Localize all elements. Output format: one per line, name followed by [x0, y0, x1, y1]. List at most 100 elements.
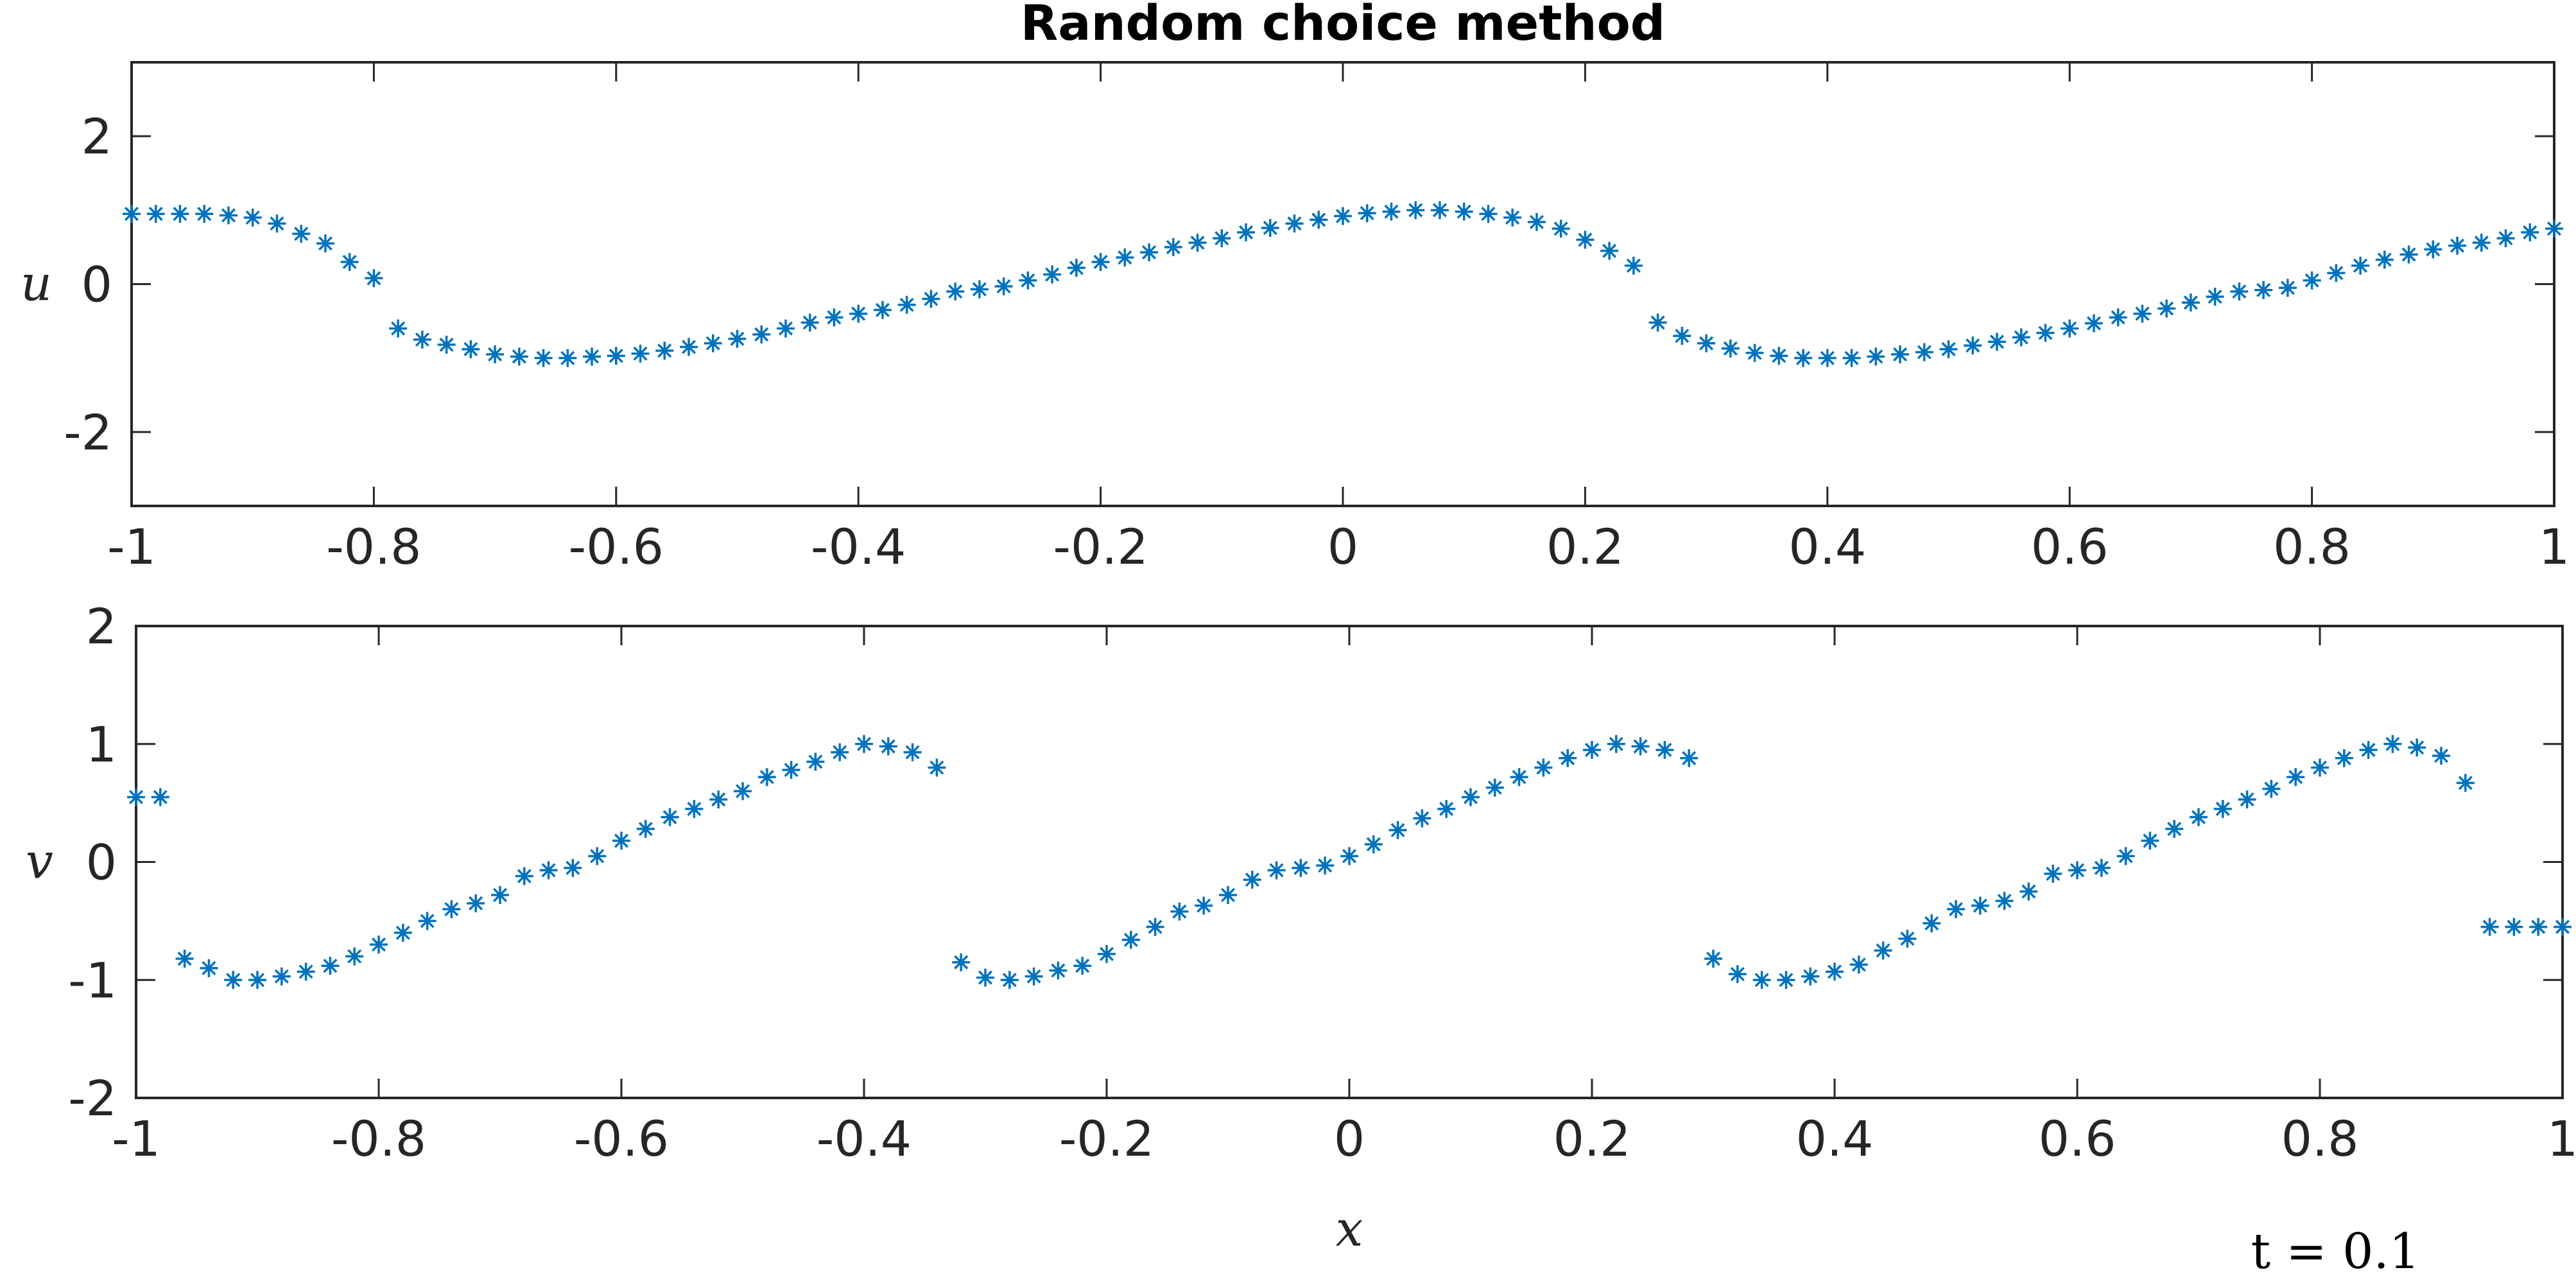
marker — [776, 319, 795, 338]
marker — [831, 743, 849, 761]
marker — [976, 968, 994, 987]
marker — [515, 867, 533, 885]
marker — [2165, 820, 2184, 839]
marker — [734, 782, 752, 801]
marker — [1794, 349, 1813, 367]
marker — [370, 935, 388, 954]
marker — [704, 334, 722, 352]
marker — [2141, 831, 2159, 850]
marker — [345, 947, 364, 966]
x-tick-label: 0.8 — [2273, 518, 2351, 575]
marker — [1680, 749, 1699, 767]
marker — [1437, 799, 1456, 818]
marker — [583, 347, 601, 366]
x-tick-label: 0 — [1327, 518, 1358, 575]
marker — [1964, 336, 1982, 355]
marker — [1485, 778, 1504, 797]
x-tick-label: -0.4 — [817, 1110, 912, 1167]
marker — [1116, 248, 1134, 267]
marker — [825, 308, 843, 327]
marker — [1818, 349, 1837, 367]
marker — [2456, 774, 2475, 792]
marker — [2068, 861, 2086, 880]
x-tick-label: 0.2 — [1553, 1110, 1631, 1167]
marker — [2084, 314, 2103, 333]
marker — [146, 205, 165, 223]
marker — [2206, 288, 2224, 306]
marker — [1947, 900, 1965, 918]
marker — [1915, 343, 1933, 361]
marker — [151, 788, 169, 806]
marker — [195, 205, 214, 223]
marker — [175, 950, 194, 968]
marker — [1503, 208, 1522, 227]
marker — [994, 277, 1013, 295]
marker — [1019, 271, 1037, 290]
marker — [491, 885, 509, 904]
x-tick-label: 1 — [2539, 518, 2570, 575]
marker — [297, 962, 315, 981]
marker — [1430, 201, 1449, 220]
x-tick-label: -1 — [107, 518, 156, 575]
marker — [1310, 211, 1328, 229]
marker — [1413, 809, 1431, 828]
marker — [1867, 347, 1885, 366]
marker — [2335, 749, 2353, 767]
marker — [1939, 340, 1958, 358]
marker — [2399, 245, 2418, 264]
marker — [1704, 950, 1722, 968]
marker — [268, 214, 286, 233]
marker — [1340, 847, 1358, 866]
marker — [2286, 768, 2305, 787]
marker — [1146, 918, 1164, 936]
marker — [1261, 218, 1279, 237]
marker — [655, 342, 674, 360]
marker — [2213, 799, 2232, 818]
y-tick-label: -2 — [68, 1070, 117, 1127]
marker — [2254, 281, 2273, 299]
marker — [1049, 961, 1068, 980]
marker — [1024, 967, 1043, 986]
marker — [680, 338, 698, 356]
marker — [849, 304, 868, 323]
marker — [123, 205, 141, 223]
marker — [442, 900, 461, 918]
marker — [2012, 328, 2030, 347]
marker — [2092, 858, 2111, 877]
marker — [2116, 847, 2135, 866]
y-tick-label: 0 — [86, 834, 117, 891]
marker — [800, 313, 819, 332]
x-tick-label: 0.6 — [2031, 518, 2109, 575]
marker — [1406, 201, 1425, 220]
marker — [1624, 256, 1643, 275]
marker — [1455, 202, 1473, 221]
marker — [1697, 334, 1716, 352]
x-tick-label: -0.8 — [331, 1110, 426, 1167]
marker — [757, 768, 776, 787]
marker — [467, 894, 485, 912]
marker — [2521, 223, 2539, 241]
marker — [2408, 738, 2426, 757]
marker — [127, 788, 145, 806]
marker — [728, 329, 747, 348]
marker — [243, 208, 262, 227]
marker — [2238, 790, 2256, 809]
x-tick-label: 1 — [2547, 1110, 2576, 1167]
marker — [393, 923, 412, 942]
marker — [2133, 304, 2152, 323]
y-tick-label: 2 — [82, 108, 112, 165]
marker — [2061, 319, 2079, 338]
marker — [1121, 930, 1140, 949]
marker — [1358, 204, 1376, 222]
marker — [1655, 740, 1674, 759]
marker — [1583, 740, 1601, 759]
marker — [413, 330, 431, 349]
marker — [486, 345, 505, 363]
marker — [2424, 240, 2442, 259]
marker — [879, 737, 897, 756]
marker — [631, 344, 650, 363]
y-tick-label: -1 — [68, 952, 117, 1009]
x-tick-label: 0.2 — [1546, 518, 1624, 575]
